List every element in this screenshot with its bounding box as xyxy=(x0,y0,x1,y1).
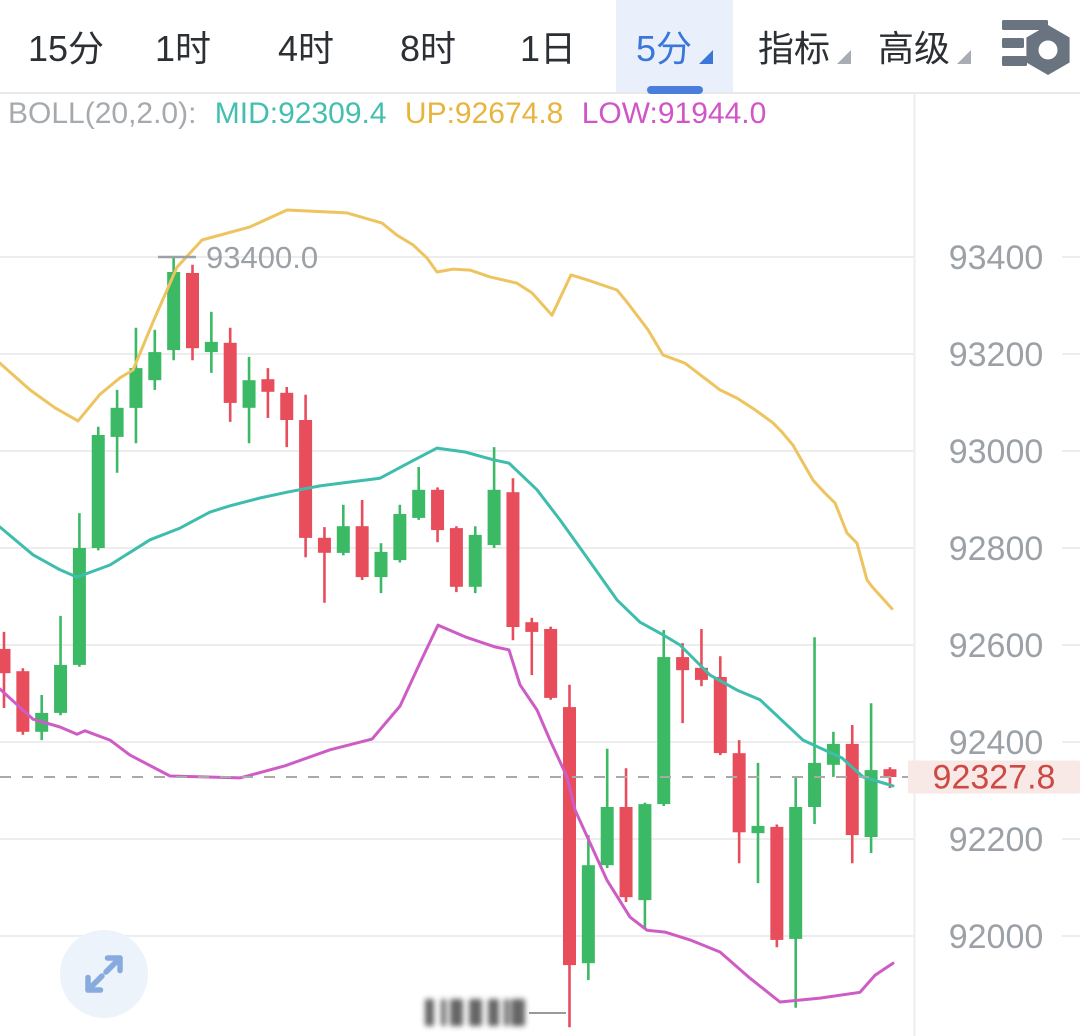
tab-label: 1时 xyxy=(155,28,212,69)
tab-高级[interactable]: 高级 xyxy=(878,0,972,92)
tab-label: 指标 xyxy=(758,28,831,69)
dropdown-triangle-icon xyxy=(837,50,852,64)
boll-low-value: LOW:91944.0 xyxy=(581,97,767,130)
boll-mid-value: MID:92309.4 xyxy=(214,97,387,130)
boll-indicator-readout: BOLL(20,2.0): MID:92309.4 UP:92674.8 LOW… xyxy=(8,97,766,131)
tab-1时[interactable]: 1时 xyxy=(155,0,211,92)
svg-text:92400: 92400 xyxy=(949,724,1044,762)
svg-text:92200: 92200 xyxy=(949,821,1044,859)
y-axis-labels: 93400 93200 93000 92800 92600 92400 92200 92000 xyxy=(949,239,1044,956)
tab-4时[interactable]: 4时 xyxy=(278,0,334,92)
boll-lower-band xyxy=(0,623,895,1004)
boll-up-value: UP:92674.8 xyxy=(404,97,564,130)
high-price-marker: 93400.0 xyxy=(158,240,318,275)
svg-text:92800: 92800 xyxy=(949,530,1044,568)
selected-tab-underline xyxy=(646,86,703,94)
boll-middle-band xyxy=(0,446,895,788)
tab-label: 1日 xyxy=(520,28,577,69)
tab-label: 4时 xyxy=(278,28,335,69)
svg-text:92600: 92600 xyxy=(949,627,1044,665)
chart-settings-button[interactable] xyxy=(1000,16,1074,78)
fullscreen-button[interactable] xyxy=(59,929,149,1019)
boll-upper-band xyxy=(0,208,894,611)
tab-1日[interactable]: 1日 xyxy=(520,0,576,92)
tab-label: 5分 xyxy=(635,28,693,69)
tab-指标[interactable]: 指标 xyxy=(758,0,852,92)
tab-15分[interactable]: 15分 xyxy=(28,0,104,92)
svg-text:93400.0: 93400.0 xyxy=(206,240,318,275)
svg-text:92327.8: 92327.8 xyxy=(933,759,1056,797)
list-gear-icon xyxy=(1002,20,1070,75)
tab-5分[interactable]: 5分 xyxy=(616,0,733,94)
tab-label: 8时 xyxy=(400,28,457,69)
dropdown-triangle-icon xyxy=(957,50,972,64)
low-price-marker xyxy=(425,999,525,1026)
svg-text:93400: 93400 xyxy=(949,239,1044,277)
dropdown-triangle-icon xyxy=(699,50,714,64)
tab-8时[interactable]: 8时 xyxy=(400,0,456,92)
svg-text:93200: 93200 xyxy=(949,336,1044,374)
current-price-label: 92327.8 xyxy=(908,759,1080,797)
tab-label: 高级 xyxy=(878,28,951,69)
candles xyxy=(0,257,897,1028)
expand-arrows-icon xyxy=(60,930,148,1018)
boll-params: BOLL(20,2.0): xyxy=(8,97,197,130)
svg-text:92000: 92000 xyxy=(949,918,1044,956)
tab-label: 15分 xyxy=(28,28,105,69)
gridlines xyxy=(0,92,1080,1036)
svg-text:93000: 93000 xyxy=(949,433,1044,471)
toolbar: 15分 1时 4时 8时 1日 5分 指标 高级 xyxy=(0,0,1080,94)
